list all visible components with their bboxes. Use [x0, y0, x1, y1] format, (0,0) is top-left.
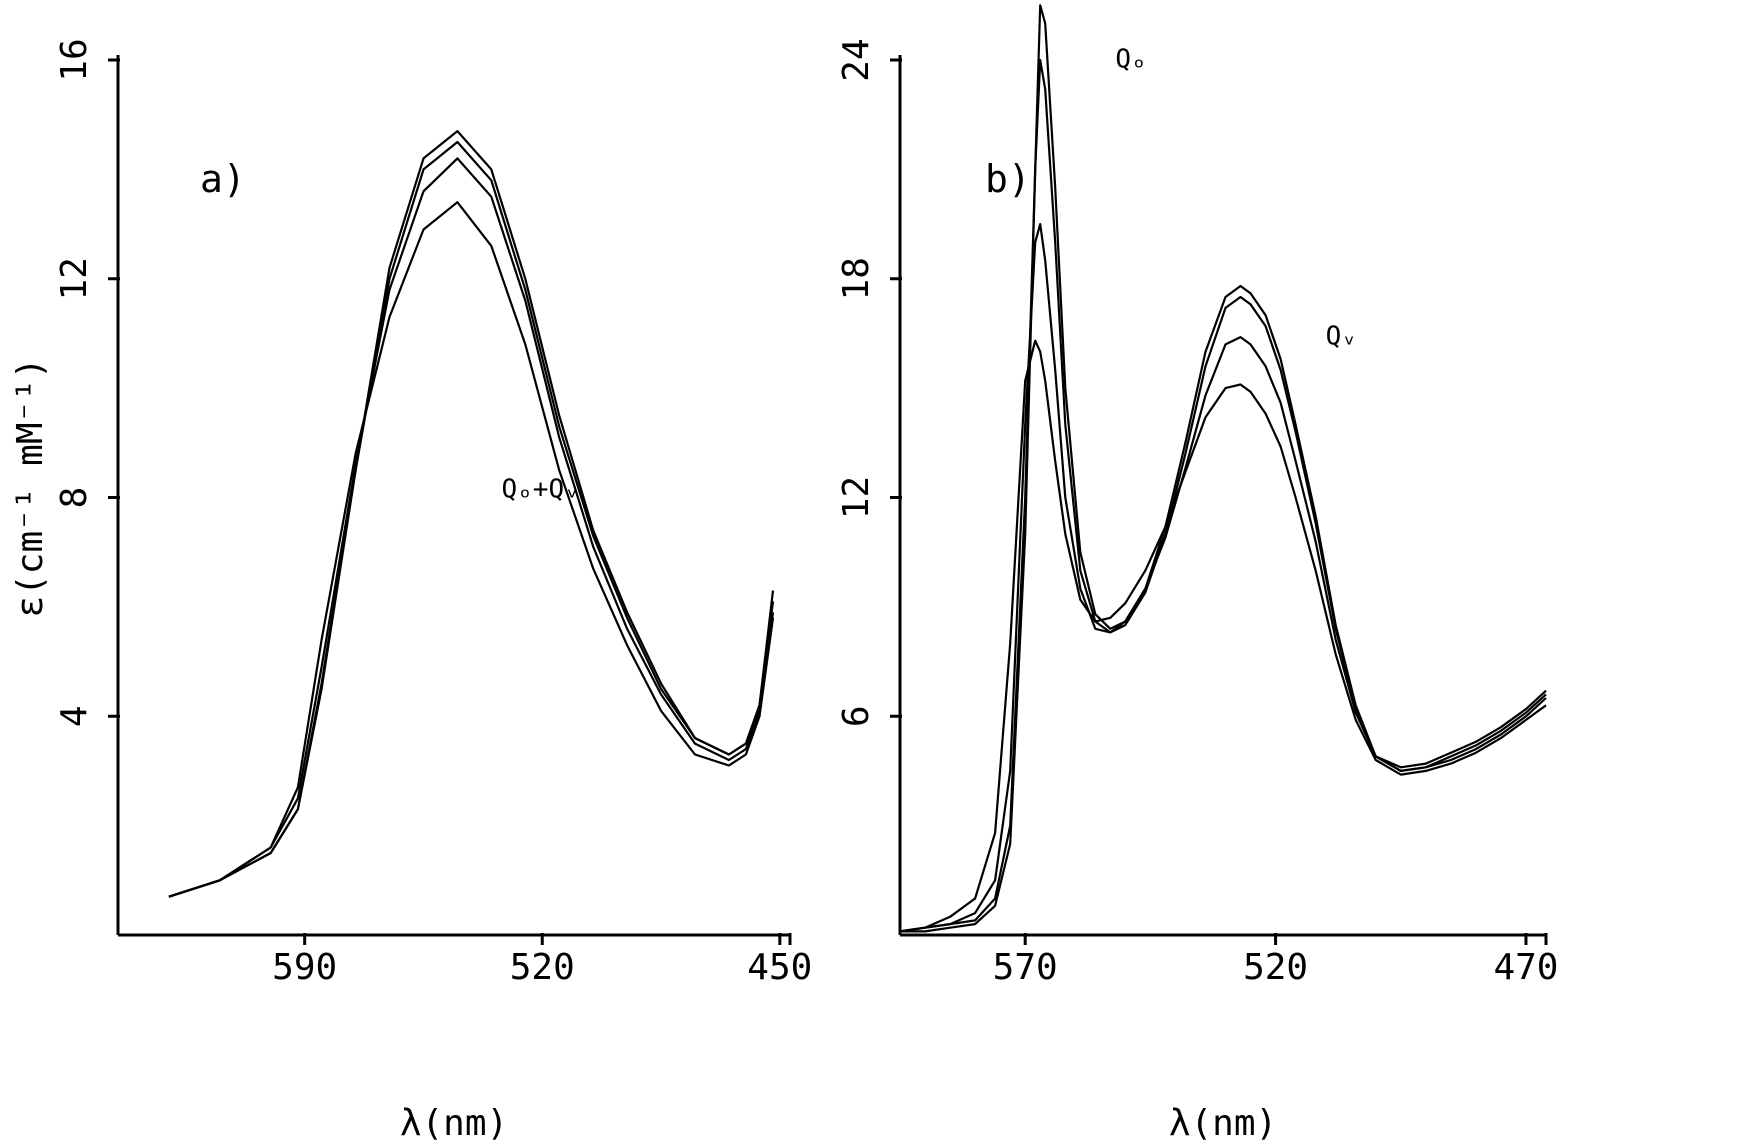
y-tick-label: 12 — [54, 257, 95, 300]
series-group — [168, 130, 775, 898]
x-axis-title: λ(nm) — [1169, 1103, 1277, 1144]
x-tick-label: 520 — [510, 947, 575, 988]
x-tick-label: 520 — [1243, 947, 1308, 988]
annotation-label: Qₒ — [1115, 44, 1146, 74]
series-line-4 — [900, 339, 1547, 933]
panel-a-chart: 590 520 450 4 8 12 16 λ(nm) ε(cm⁻¹ mM⁻¹) a) Qₒ+Qᵥ — [10, 38, 812, 1144]
y-axis-title: ε(cm⁻¹ mM⁻¹) — [10, 357, 51, 617]
panel-label: b) — [985, 157, 1031, 201]
x-axis-title: λ(nm) — [400, 1103, 508, 1144]
y-tick-label: 18 — [836, 257, 877, 300]
annotation-label: Qᵥ — [1326, 321, 1357, 351]
y-tick-label: 4 — [54, 705, 95, 727]
panel-b-chart: 570 520 470 6 12 18 24 λ(nm) b) Qₒ Qᵥ — [836, 4, 1558, 1144]
y-tick-label: 6 — [836, 705, 877, 727]
x-tick-label: 470 — [1493, 947, 1558, 988]
x-tick-label: 570 — [993, 947, 1058, 988]
series-group — [900, 4, 1547, 933]
series-line-3 — [900, 223, 1547, 933]
series-line-1 — [168, 130, 775, 898]
x-tick-label: 450 — [747, 947, 812, 988]
series-line-4 — [168, 201, 775, 898]
y-tick-label: 24 — [836, 38, 877, 81]
series-line-3 — [168, 157, 775, 898]
annotation-label: Qₒ+Qᵥ — [502, 475, 580, 505]
series-line-1 — [900, 4, 1547, 933]
y-tick-label: 8 — [54, 487, 95, 509]
y-tick-label: 16 — [54, 38, 95, 81]
panel-label: a) — [200, 157, 246, 201]
series-line-2 — [168, 140, 775, 898]
y-tick-label: 12 — [836, 476, 877, 519]
x-tick-label: 590 — [272, 947, 337, 988]
